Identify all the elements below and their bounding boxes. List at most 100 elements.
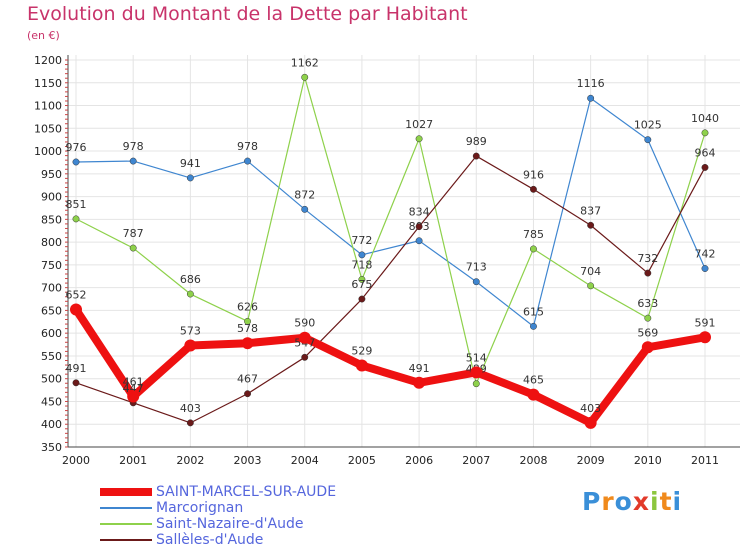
- data-point: [186, 419, 194, 427]
- data-point: [530, 322, 537, 330]
- data-label: 978: [123, 140, 144, 153]
- data-label: 686: [180, 273, 201, 286]
- y-tick-label: 1050: [34, 122, 62, 135]
- data-label: 964: [695, 146, 716, 159]
- data-point: [644, 269, 652, 277]
- legend-label: SAINT-MARCEL-SUR-AUDE: [156, 484, 337, 500]
- data-point: [244, 390, 251, 398]
- x-tick-label: 2008: [519, 454, 547, 467]
- data-point: [641, 341, 654, 354]
- data-point: [472, 152, 480, 160]
- logo-letter: t: [659, 487, 673, 516]
- y-tick-label: 700: [41, 282, 62, 295]
- y-tick-label: 750: [41, 259, 62, 272]
- data-point: [415, 223, 423, 231]
- data-label: 569: [637, 326, 658, 339]
- data-label: 633: [637, 297, 658, 310]
- data-label: 615: [523, 305, 544, 318]
- logo-letter: i: [672, 487, 683, 516]
- y-tick-label: 800: [41, 236, 62, 249]
- data-label: 732: [637, 252, 658, 265]
- data-point: [413, 376, 426, 389]
- data-point: [129, 157, 137, 165]
- data-point: [129, 244, 137, 252]
- data-label: 652: [66, 289, 87, 302]
- data-point: [184, 339, 197, 352]
- data-label: 465: [523, 374, 544, 387]
- data-label: 491: [66, 362, 87, 375]
- y-tick-label: 400: [41, 418, 62, 431]
- data-point: [244, 157, 251, 165]
- y-tick-label: 450: [41, 395, 62, 408]
- y-tick-label: 600: [41, 327, 62, 340]
- x-tick-label: 2009: [577, 454, 605, 467]
- data-point: [701, 129, 709, 137]
- data-label: 704: [580, 265, 601, 278]
- data-label: 1040: [691, 112, 719, 125]
- data-label: 837: [580, 204, 601, 217]
- data-point: [587, 94, 595, 102]
- data-point: [530, 245, 537, 253]
- data-label: 851: [66, 198, 87, 211]
- x-tick-label: 2000: [62, 454, 90, 467]
- logo-letter: o: [614, 487, 633, 516]
- data-label: 461: [123, 375, 144, 388]
- y-tick-label: 500: [41, 373, 62, 386]
- y-tick-label: 950: [41, 168, 62, 181]
- legend-swatch: [100, 523, 152, 525]
- data-label: 1116: [577, 77, 605, 90]
- logo-letter: P: [582, 487, 602, 516]
- data-label: 529: [351, 345, 372, 358]
- y-tick-label: 1000: [34, 145, 62, 158]
- data-label: 916: [523, 168, 544, 181]
- y-tick-label: 900: [41, 191, 62, 204]
- y-tick-label: 650: [41, 304, 62, 317]
- legend-swatch: [100, 507, 152, 509]
- y-tick-label: 550: [41, 350, 62, 363]
- proxiti-logo: Proxiti: [582, 487, 682, 516]
- data-point: [72, 158, 80, 166]
- x-tick-label: 2006: [405, 454, 433, 467]
- data-point: [415, 135, 423, 143]
- legend-label: Saint-Nazaire-d'Aude: [156, 516, 304, 532]
- x-tick-label: 2007: [462, 454, 490, 467]
- data-point: [186, 174, 194, 182]
- y-tick-label: 1100: [34, 100, 62, 113]
- data-label: 989: [466, 135, 487, 148]
- data-point: [127, 390, 140, 403]
- data-point: [415, 237, 423, 245]
- y-tick-label: 850: [41, 213, 62, 226]
- x-tick-label: 2011: [691, 454, 719, 467]
- chart-subtitle: (en €): [27, 29, 60, 42]
- legend-label: Marcorignan: [156, 500, 244, 516]
- x-tick-label: 2003: [234, 454, 262, 467]
- legend-label: Sallèles-d'Aude: [156, 532, 264, 548]
- data-point: [644, 314, 652, 322]
- line-chart: 350 400 450 500 550 600 650 700 750 800 850 900 950 1…: [34, 54, 740, 467]
- data-point: [472, 278, 480, 286]
- data-point: [701, 265, 709, 272]
- data-point: [527, 388, 540, 401]
- data-label: 941: [180, 157, 201, 170]
- x-tick-label: 2002: [176, 454, 204, 467]
- data-point: [244, 317, 251, 325]
- data-point: [587, 221, 595, 229]
- data-point: [358, 276, 366, 283]
- data-label: 626: [237, 300, 258, 313]
- data-label: 467: [237, 373, 258, 386]
- data-point: [472, 380, 480, 388]
- data-point: [355, 359, 368, 372]
- series-line-3: [72, 305, 709, 427]
- data-point: [72, 215, 80, 223]
- y-tick-label: 350: [41, 441, 62, 454]
- data-label: 590: [294, 317, 315, 330]
- data-point: [470, 366, 483, 379]
- legend-swatch: [100, 488, 152, 496]
- plot-area: [68, 55, 740, 447]
- data-label: 447: [123, 382, 144, 395]
- logo-letter: x: [632, 487, 650, 516]
- data-point: [301, 73, 309, 81]
- data-point: [530, 185, 537, 193]
- x-tick-label: 2004: [291, 454, 319, 467]
- chart-title: Evolution du Montant de la Dette par Hab…: [27, 3, 468, 25]
